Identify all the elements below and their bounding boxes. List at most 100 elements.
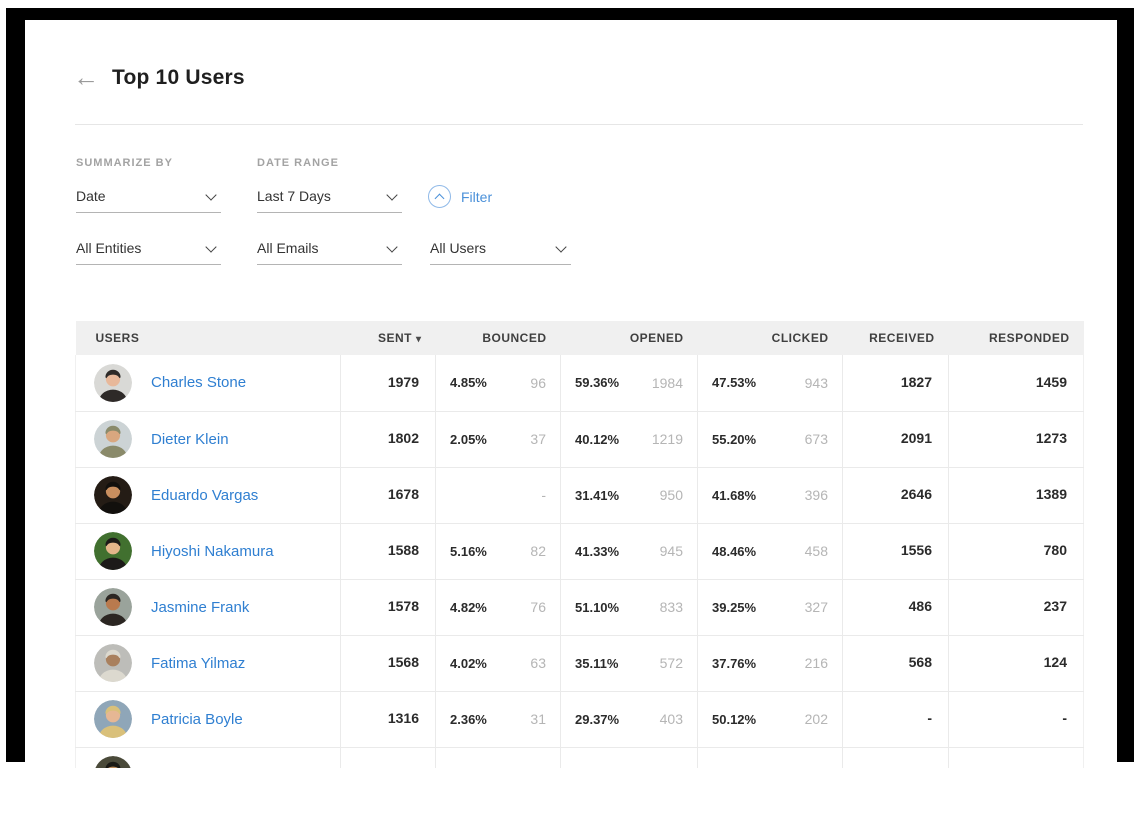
table-row: Eduardo Vargas 1678 - 31.41% 950 41.68% 39… xyxy=(75,467,1084,524)
column-header-responded[interactable]: RESPONDED xyxy=(948,321,1084,355)
email-value: All Emails xyxy=(257,240,319,256)
responded-cell: 237 xyxy=(948,579,1084,636)
filter-label: Filter xyxy=(461,188,493,205)
user-cell: Eduardo Vargas xyxy=(75,467,341,524)
report-page: ← Top 10 Users SUMMARIZE BY DATE RANGE D… xyxy=(73,62,1084,768)
user-name-link[interactable]: Patricia Boyle xyxy=(151,710,243,728)
received-cell xyxy=(842,747,949,768)
window-frame-right xyxy=(1117,8,1134,762)
avatar xyxy=(94,532,132,570)
table-row: Charles Stone 1979 4.85% 96 59.36% 1984 47… xyxy=(75,355,1084,412)
sent-cell: 1316 xyxy=(340,691,436,748)
table-row: Fatima Yilmaz 1568 4.02% 63 35.11% 572 37.… xyxy=(75,635,1084,692)
clicked-cell: 39.25% 327 xyxy=(697,579,843,636)
bounced-cell: - xyxy=(435,467,561,524)
sort-caret-down-icon: ▾ xyxy=(415,334,422,345)
opened-cell: 31.41% 950 xyxy=(560,467,698,524)
user-cell: Michael Lambert xyxy=(75,747,341,769)
received-cell: 2091 xyxy=(842,411,949,468)
clicked-cell: 47.53% 943 xyxy=(697,355,843,412)
bounced-cell: 5.16% 82 xyxy=(435,523,561,580)
opened-cell: 40.12% 1219 xyxy=(560,411,698,468)
received-cell: - xyxy=(842,691,949,748)
date-range-select[interactable]: Last 7 Days xyxy=(257,186,402,213)
column-header-received[interactable]: RECEIVED xyxy=(842,321,949,355)
opened-cell xyxy=(560,747,698,768)
bounced-cell: 4.82% 76 xyxy=(435,579,561,636)
opened-cell: 35.11% 572 xyxy=(560,635,698,692)
bounced-cell: 4.02% 63 xyxy=(435,635,561,692)
bounced-cell xyxy=(435,747,561,768)
responded-cell xyxy=(948,747,1084,768)
users-report-table: USERS SENT ▾ BOUNCED OPENED CLICKED RECEI… xyxy=(75,321,1084,768)
table-row: Patricia Boyle 1316 2.36% 31 29.37% 403 50… xyxy=(75,691,1084,748)
sent-cell: 1578 xyxy=(340,579,436,636)
avatar xyxy=(94,476,132,514)
avatar xyxy=(94,644,132,682)
clicked-cell: 55.20% 673 xyxy=(697,411,843,468)
opened-cell: 29.37% 403 xyxy=(560,691,698,748)
column-header-sent[interactable]: SENT ▾ xyxy=(340,321,436,355)
received-cell: 486 xyxy=(842,579,949,636)
table-row: Dieter Klein 1802 2.05% 37 40.12% 1219 55.… xyxy=(75,411,1084,468)
user-name-link[interactable]: Michael Lambert xyxy=(151,767,262,769)
avatar xyxy=(94,700,132,738)
user-name-link[interactable]: Fatima Yilmaz xyxy=(151,654,246,672)
clicked-cell: 48.46% 458 xyxy=(697,523,843,580)
user-value: All Users xyxy=(430,240,487,256)
received-cell: 1827 xyxy=(842,355,949,412)
clicked-cell: 37.76% 216 xyxy=(697,635,843,692)
column-header-users: USERS xyxy=(75,321,341,355)
chevron-up-circle-icon xyxy=(428,185,451,208)
user-select[interactable]: All Users xyxy=(430,238,571,265)
user-name-link[interactable]: Dieter Klein xyxy=(151,430,229,448)
bounced-cell: 2.05% 37 xyxy=(435,411,561,468)
sent-cell xyxy=(340,747,436,768)
opened-cell: 51.10% 833 xyxy=(560,579,698,636)
responded-cell: 1273 xyxy=(948,411,1084,468)
received-cell: 1556 xyxy=(842,523,949,580)
user-cell: Fatima Yilmaz xyxy=(75,635,341,692)
user-name-link[interactable]: Jasmine Frank xyxy=(151,598,250,616)
table-body: Charles Stone 1979 4.85% 96 59.36% 1984 47… xyxy=(75,355,1084,769)
bounced-cell: 2.36% 31 xyxy=(435,691,561,748)
user-cell: Charles Stone xyxy=(75,355,341,412)
avatar xyxy=(94,588,132,626)
received-cell: 2646 xyxy=(842,467,949,524)
user-cell: Patricia Boyle xyxy=(75,691,341,748)
responded-cell: - xyxy=(948,691,1084,748)
title-divider xyxy=(75,124,1083,125)
entity-select[interactable]: All Entities xyxy=(76,238,221,265)
user-name-link[interactable]: Hiyoshi Nakamura xyxy=(151,542,274,560)
clicked-cell xyxy=(697,747,843,768)
back-arrow-icon[interactable]: ← xyxy=(73,62,99,92)
responded-cell: 124 xyxy=(948,635,1084,692)
bounced-cell: 4.85% 96 xyxy=(435,355,561,412)
user-cell: Dieter Klein xyxy=(75,411,341,468)
filter-toggle-button[interactable]: Filter xyxy=(428,185,492,208)
summarize-by-value: Date xyxy=(76,188,106,204)
sent-cell: 1588 xyxy=(340,523,436,580)
summarize-by-label: SUMMARIZE BY xyxy=(76,157,173,169)
opened-cell: 59.36% 1984 xyxy=(560,355,698,412)
window-frame-left xyxy=(6,8,25,762)
responded-cell: 1389 xyxy=(948,467,1084,524)
avatar xyxy=(94,420,132,458)
column-header-clicked[interactable]: CLICKED xyxy=(697,321,843,355)
sent-cell: 1979 xyxy=(340,355,436,412)
email-select[interactable]: All Emails xyxy=(257,238,402,265)
column-header-opened[interactable]: OPENED xyxy=(560,321,698,355)
user-name-link[interactable]: Eduardo Vargas xyxy=(151,486,259,504)
user-name-link[interactable]: Charles Stone xyxy=(151,374,247,392)
avatar xyxy=(94,363,132,402)
user-cell: Hiyoshi Nakamura xyxy=(75,523,341,580)
clicked-cell: 41.68% 396 xyxy=(697,467,843,524)
table-row: Michael Lambert xyxy=(75,747,1084,769)
summarize-by-select[interactable]: Date xyxy=(76,186,221,213)
sent-cell: 1802 xyxy=(340,411,436,468)
opened-cell: 41.33% 945 xyxy=(560,523,698,580)
sent-cell: 1568 xyxy=(340,635,436,692)
avatar xyxy=(94,756,132,768)
column-header-bounced[interactable]: BOUNCED xyxy=(435,321,561,355)
received-cell: 568 xyxy=(842,635,949,692)
